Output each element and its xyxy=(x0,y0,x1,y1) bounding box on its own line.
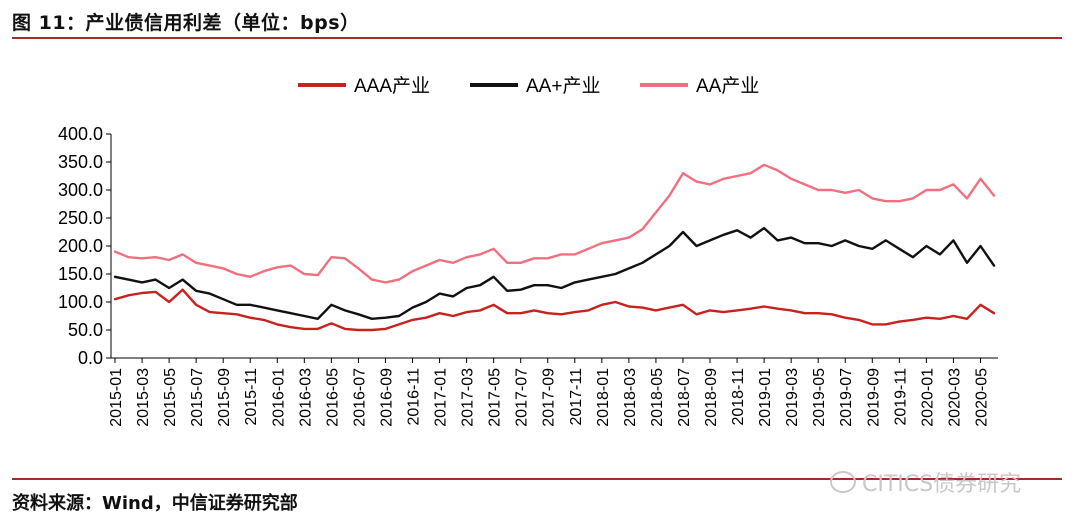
x-tick-label: 2018-09 xyxy=(703,368,720,427)
watermark-text: CITICS债券研究 xyxy=(862,472,1022,497)
x-tick-label: 2018-03 xyxy=(622,368,639,427)
x-tick-label: 2015-11 xyxy=(243,368,260,426)
x-tick-label: 2018-01 xyxy=(595,368,612,427)
x-tick-label: 2019-07 xyxy=(838,368,855,427)
y-tick-label: 250.0 xyxy=(58,208,103,228)
x-tick-label: 2016-11 xyxy=(406,368,423,426)
series-line-AAA xyxy=(113,288,996,332)
x-tick-label: 2020-03 xyxy=(946,368,963,427)
x-tick-label: 2015-05 xyxy=(162,368,179,427)
x-tick-label: 2015-01 xyxy=(108,368,125,427)
y-tick-label: 100.0 xyxy=(58,292,103,312)
y-tick-label: 150.0 xyxy=(58,264,103,284)
x-tick-label: 2016-07 xyxy=(351,368,368,427)
legend-label-AAA: AAA产业 xyxy=(354,75,430,97)
y-tick-label: 200.0 xyxy=(58,236,103,256)
x-tick-label: 2019-09 xyxy=(865,368,882,427)
series-line-AAplus xyxy=(113,226,996,320)
y-tick-label: 50.0 xyxy=(68,320,103,340)
x-tick-label: 2020-05 xyxy=(973,368,990,427)
x-tick-label: 2016-03 xyxy=(297,368,314,427)
x-tick-label: 2018-11 xyxy=(730,368,747,426)
x-tick-label: 2019-01 xyxy=(757,368,774,427)
x-tick-label: 2019-11 xyxy=(892,368,909,426)
x-tick-label: 2017-09 xyxy=(541,368,558,427)
x-tick-label: 2017-01 xyxy=(433,368,450,427)
source-note: 资料来源：Wind，中信证券研究部 xyxy=(12,493,298,514)
x-tick-label: 2017-03 xyxy=(460,368,477,427)
x-tick-label: 2017-07 xyxy=(514,368,531,427)
y-tick-label: 400.0 xyxy=(58,124,103,144)
legend-label-AA: AA产业 xyxy=(696,75,759,97)
x-tick-label: 2016-09 xyxy=(378,368,395,427)
y-tick-label: 0.0 xyxy=(78,348,103,368)
x-tick-label: 2017-05 xyxy=(487,368,504,427)
x-tick-label: 2017-11 xyxy=(568,368,585,426)
x-tick-label: 2019-05 xyxy=(811,368,828,427)
x-tick-label: 2015-07 xyxy=(189,368,206,427)
wechat-icon xyxy=(830,471,856,493)
x-tick-label: 2015-03 xyxy=(135,368,152,427)
x-tick-label: 2018-07 xyxy=(676,368,693,427)
y-tick-label: 300.0 xyxy=(58,180,103,200)
series-layer xyxy=(113,163,996,332)
x-tick-label: 2020-01 xyxy=(919,368,936,427)
x-axis: 2015-01 2015-03 2015-05 2015-07 2015-09 2015-… xyxy=(108,357,998,427)
x-tick-label: 2016-01 xyxy=(270,368,287,427)
line-chart: AAA产业 AA+产业 AA产业 400.0 350.0 300.0 250.0 200.0… xyxy=(58,75,998,427)
x-tick-label: 2019-03 xyxy=(784,368,801,427)
x-tick-label: 2016-05 xyxy=(324,368,341,427)
y-tick-label: 350.0 xyxy=(58,152,103,172)
x-tick-label: 2018-05 xyxy=(649,368,666,427)
chart-legend: AAA产业 AA+产业 AA产业 xyxy=(298,75,759,97)
title-rule xyxy=(12,37,1062,39)
legend-label-AAplus: AA+产业 xyxy=(526,75,600,97)
watermark: CITICS债券研究 xyxy=(830,466,1021,498)
source-rule xyxy=(12,478,1062,480)
y-axis: 400.0 350.0 300.0 250.0 200.0 150.0 100.0 50.0 0… xyxy=(58,124,112,368)
x-tick-label: 2015-09 xyxy=(216,368,233,427)
figure-title: 图 11：产业债信用利差（单位：bps） xyxy=(12,12,360,34)
series-line-AA xyxy=(113,163,996,284)
